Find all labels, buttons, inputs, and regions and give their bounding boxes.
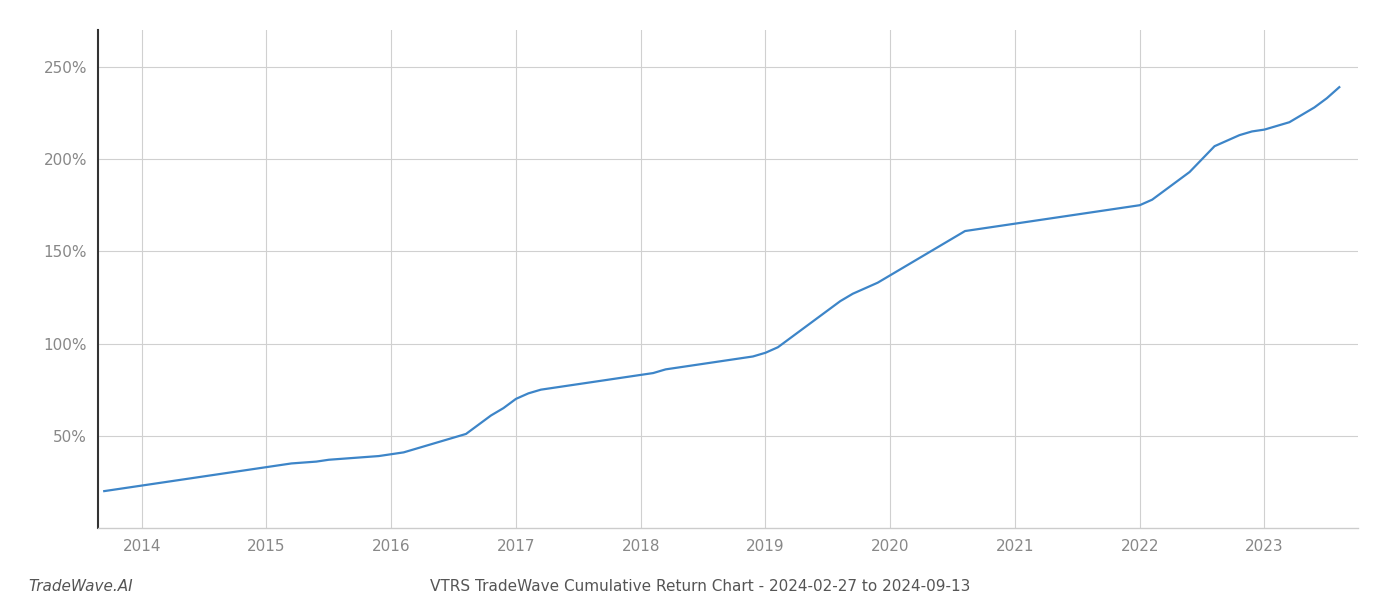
Text: TradeWave.AI: TradeWave.AI [28,579,133,594]
Text: VTRS TradeWave Cumulative Return Chart - 2024-02-27 to 2024-09-13: VTRS TradeWave Cumulative Return Chart -… [430,579,970,594]
